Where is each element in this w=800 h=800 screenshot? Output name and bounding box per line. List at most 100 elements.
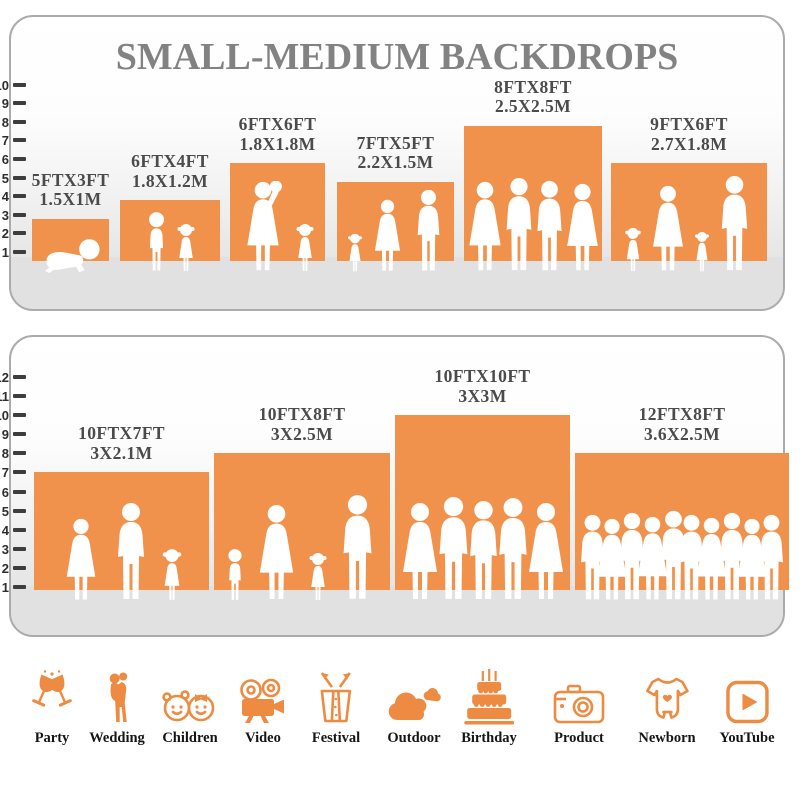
man-silhouette: [581, 514, 604, 600]
ruler-tick-7: [13, 138, 26, 143]
ruler-tick-5: [13, 508, 26, 513]
woman-silhouette: [374, 199, 400, 271]
ruler-tick-8: [13, 119, 26, 124]
backdrop-bar-8ftx8ft: [464, 125, 602, 271]
backdrop-bar-9ftx6ft: [611, 163, 767, 272]
ruler-tick-12: [13, 374, 26, 379]
woman-figure: [560, 183, 605, 273]
category-label: Product: [554, 730, 604, 746]
man-figure: [431, 496, 476, 602]
woman-figure: [690, 517, 733, 602]
bar-size-label-12ftx8ft: 12FTX8FT 3.6X2.5M: [639, 405, 726, 444]
bar-size-label-5ftx3ft: 5FTX3FT 1.5X1M: [31, 169, 110, 210]
people-silhouettes: [575, 510, 789, 602]
size-ft: 5FTX3FT: [31, 169, 110, 190]
size-ft: 10FTX10FT: [434, 366, 531, 387]
children-icon: [159, 681, 221, 725]
ruler-number-12: 12: [0, 369, 9, 385]
ruler-tick-5: [13, 175, 26, 180]
backdrop-bar-12ftx8ft: [575, 453, 789, 600]
ruler-tick-2: [13, 231, 26, 236]
girl-figure: [175, 223, 197, 273]
size-m: 3X3M: [458, 385, 507, 406]
size-ft: 10FTX8FT: [258, 404, 346, 425]
ruler-tick-1: [13, 585, 26, 589]
ruler-number-11: 11: [0, 389, 9, 404]
woman-silhouette: [259, 504, 294, 600]
ruler-number-3: 3: [1, 207, 9, 223]
ruler-number-5: 5: [1, 503, 9, 519]
floor-strip: [11, 257, 783, 309]
ruler-number-3: 3: [1, 541, 9, 557]
woman-holding-baby-figure: [240, 181, 286, 273]
man-figure: [462, 500, 505, 602]
girl-figure: [307, 552, 329, 602]
ruler-tick-3: [13, 546, 26, 551]
ruler-number-9: 9: [1, 427, 9, 443]
backdrop-bar-5ftx3ft: [32, 218, 109, 273]
panel-medium-backdrops: 123456789101112 10FTX7FT3X2.1M10FTX8FT3X…: [0, 335, 789, 637]
category-party: Party: [26, 652, 78, 746]
girl-silhouette: [177, 223, 194, 271]
girl-figure: [294, 223, 316, 273]
panel-small-backdrops: SMALL-MEDIUM BACKDROPS 1 2 3 4 5 6 7 8 9 10 5FTX3…: [0, 15, 785, 311]
man-figure: [110, 502, 152, 602]
newborn-icon: [642, 675, 692, 725]
ruler-tick-8: [13, 451, 26, 456]
man-silhouette: [417, 189, 439, 271]
woman-figure: [521, 502, 571, 602]
size-m: 2.5X2.5M: [494, 96, 572, 117]
page-title: SMALL-MEDIUM BACKDROPS: [115, 36, 679, 78]
man-figure: [499, 177, 539, 273]
size-m: 2.2X1.5M: [357, 152, 434, 173]
category-label: Party: [34, 730, 70, 746]
category-label: Outdoor: [387, 730, 441, 746]
man-figure: [714, 175, 755, 273]
woman-figure: [731, 518, 773, 602]
ruler-tick-4: [13, 527, 26, 532]
man-figure: [335, 494, 380, 602]
ruler-tick-2: [13, 565, 26, 570]
man-silhouette: [680, 514, 703, 600]
ruler-number-4: 4: [1, 189, 9, 205]
backdrop-bar-7ftx5ft: [337, 181, 454, 272]
size-m: 3X2.1M: [90, 442, 153, 463]
ruler-number-8: 8: [1, 446, 9, 462]
man-silhouette: [620, 512, 644, 600]
size-m: 1.8X1.8M: [239, 133, 316, 154]
category-birthday: Birthday: [461, 652, 517, 746]
people-silhouettes: [337, 189, 454, 273]
category-label: Wedding: [89, 730, 145, 746]
girl-figure: [623, 227, 643, 273]
size-ft: 6FTX4FT: [131, 151, 209, 172]
ruler-tick-7: [13, 470, 26, 475]
product-icon: [553, 683, 605, 725]
ruler-number-8: 8: [1, 114, 9, 130]
woman-figure: [591, 518, 633, 602]
man-silhouette: [439, 497, 467, 599]
woman-figure: [646, 185, 690, 273]
bar-size-label-7ftx5ft: 7FTX5FT 2.2X1.5M: [357, 133, 435, 173]
woman-silhouette: [597, 518, 627, 600]
woman-silhouette: [66, 518, 95, 600]
people-silhouettes: [230, 181, 325, 273]
size-m: 3X2.5M: [270, 423, 334, 444]
people-silhouettes: [214, 494, 390, 602]
man-silhouette: [117, 502, 144, 599]
bar-size-label-9ftx6ft: 9FTX6FT 2.7X1.8M: [650, 114, 728, 154]
category-label: Festival: [311, 730, 361, 746]
category-label: Birthday: [461, 730, 517, 746]
man-figure: [491, 497, 535, 602]
man-silhouette: [498, 498, 527, 599]
category-label: YouTube: [719, 730, 775, 746]
bar-size-label-10ftx8ft: 10FTX8FT 3X2.5M: [259, 405, 346, 444]
woman-silhouette: [696, 517, 727, 600]
size-m: 3.6X2.5M: [643, 423, 721, 444]
size-ft: 9FTX6FT: [650, 114, 728, 134]
category-youtube: YouTube: [719, 652, 775, 746]
girl-figure: [693, 231, 711, 273]
size-ft: 6FTX6FT: [238, 114, 317, 134]
boy-figure: [224, 548, 246, 602]
ruler-number-6: 6: [1, 484, 9, 500]
man-silhouette: [720, 512, 744, 600]
